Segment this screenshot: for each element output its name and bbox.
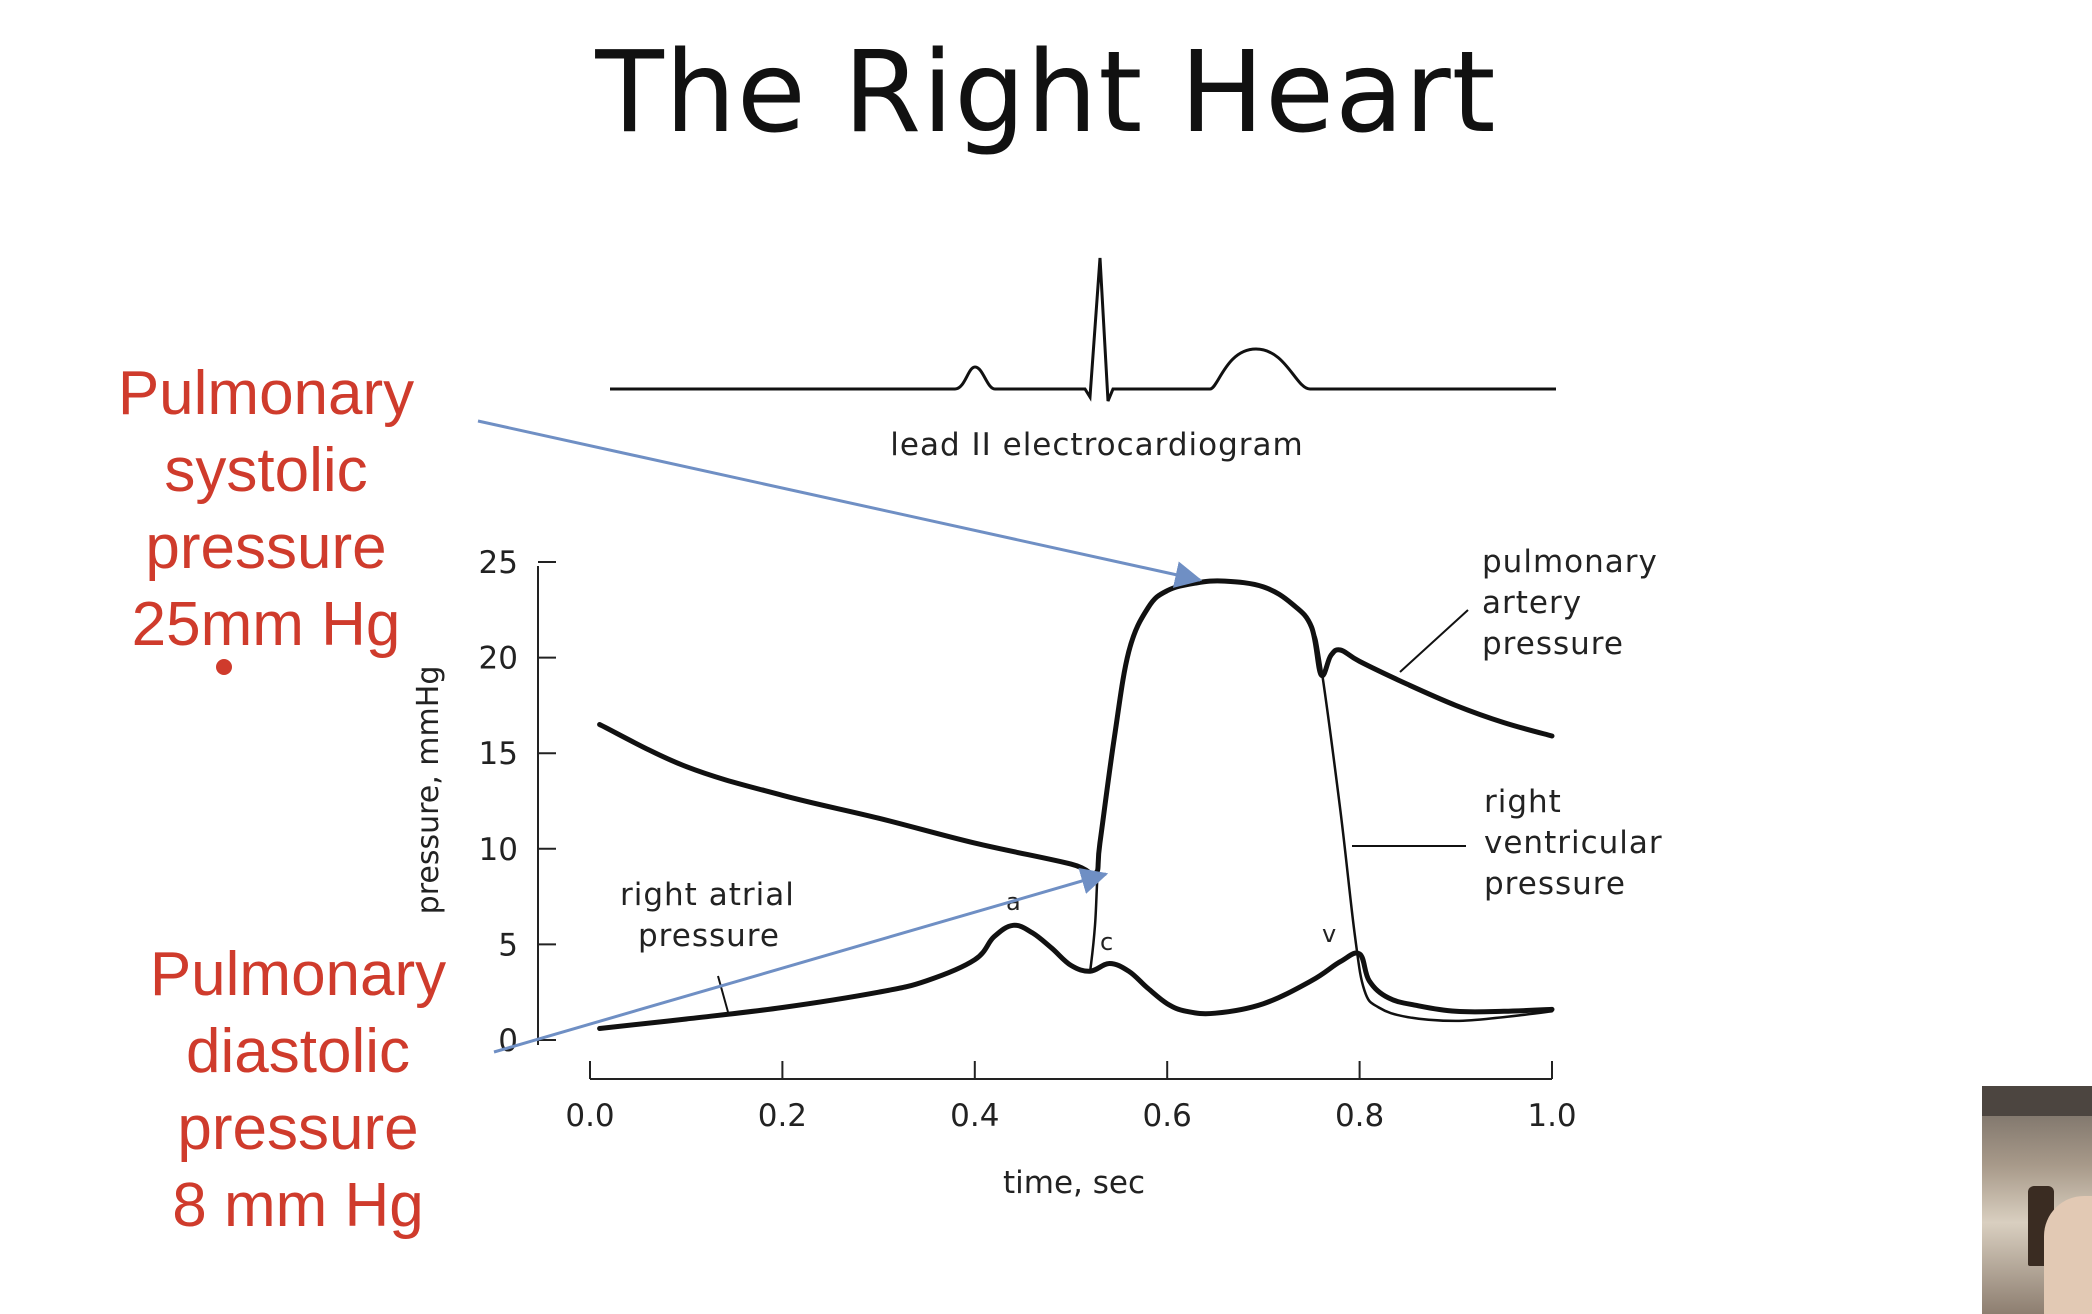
diastolic-callout: Pulmonary diastolic pressure 8 mm Hg xyxy=(128,936,468,1244)
ecg-label: lead II electrocardiogram xyxy=(890,427,1303,463)
diastolic-callout-line: pressure xyxy=(177,1094,419,1163)
diastolic-callout-line: 8 mm Hg xyxy=(172,1171,424,1240)
series-line-right-ventricular-pressure xyxy=(1088,579,1554,1023)
x-tick-label: 0.8 xyxy=(1335,1098,1384,1134)
x-tick-label: 0.2 xyxy=(758,1098,807,1134)
pointer-dot xyxy=(216,659,232,675)
y-tick-label: 25 xyxy=(479,545,518,581)
pa-leader-line xyxy=(1399,609,1469,673)
slide-title: The Right Heart xyxy=(595,28,1497,158)
systolic-arrow xyxy=(477,419,1203,588)
y-tick-label: 0 xyxy=(498,1023,518,1059)
pa-label-line-3: pressure xyxy=(1482,626,1624,662)
diastolic-callout-line: diastolic xyxy=(186,1017,410,1086)
webcam-thumbnail xyxy=(1982,1086,2092,1314)
x-tick-label: 0.6 xyxy=(1143,1098,1192,1134)
ra-label: right atrial pressure xyxy=(620,877,806,954)
series-line-right-atrial-pressure xyxy=(597,922,1555,1031)
y-tick-label: 20 xyxy=(479,641,518,677)
systolic-callout-line: 25mm Hg xyxy=(131,590,401,659)
x-tick-label: 1.0 xyxy=(1527,1098,1576,1134)
x-tick-label: 0.4 xyxy=(950,1098,999,1134)
y-ticks: 0 5 10 15 20 25 xyxy=(479,545,556,1059)
y-tick-label: 5 xyxy=(498,927,518,963)
rv-label-line-3: pressure xyxy=(1484,866,1626,902)
systolic-callout-line: Pulmonary xyxy=(117,359,415,428)
rv-label: right ventricular pressure xyxy=(1484,784,1673,902)
series-line-pulmonary-artery-pressure xyxy=(597,578,1555,878)
ecg-trace xyxy=(610,257,1556,402)
y-tick-label: 10 xyxy=(479,832,518,868)
systolic-callout: Pulmonary systolic pressure 25mm Hg xyxy=(96,355,436,663)
diastolic-callout-line: Pulmonary xyxy=(149,940,447,1009)
y-tick-label: 15 xyxy=(479,736,518,772)
ra-label-line-2: pressure xyxy=(638,918,780,954)
ra-leader-line xyxy=(717,975,729,1013)
rv-label-line-2: ventricular xyxy=(1484,825,1663,861)
webcam-person xyxy=(2044,1196,2092,1314)
pa-label-line-1: pulmonary xyxy=(1482,544,1658,580)
x-ticks: 0.0 0.2 0.4 0.6 0.8 1.0 xyxy=(565,1061,1577,1134)
pa-label-line-2: artery xyxy=(1482,585,1582,621)
y-axis-label: pressure, mmHg xyxy=(411,666,446,915)
pa-label: pulmonary artery pressure xyxy=(1482,544,1669,662)
wave-c-label: c xyxy=(1100,928,1114,956)
series-group xyxy=(597,578,1555,1031)
x-tick-label: 0.0 xyxy=(565,1098,614,1134)
x-axis-label: time, sec xyxy=(1003,1165,1145,1201)
rv-label-line-1: right xyxy=(1484,784,1562,820)
ra-label-line-1: right atrial xyxy=(620,877,795,913)
systolic-callout-line: pressure xyxy=(145,513,387,582)
systolic-callout-line: systolic xyxy=(164,436,368,505)
webcam-frame xyxy=(1982,1086,2092,1116)
diastolic-arrow xyxy=(493,867,1109,1054)
wave-v-label: v xyxy=(1322,920,1337,948)
